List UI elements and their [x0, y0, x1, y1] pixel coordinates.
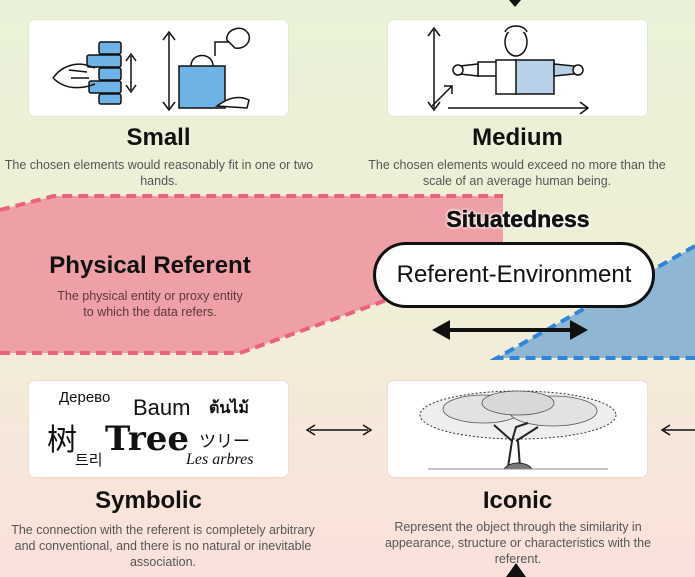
- pink-band: [0, 196, 503, 353]
- medium-description: The chosen elements would exceed no more…: [368, 158, 666, 188]
- referent-environment-label: Referent-Environment: [396, 261, 632, 288]
- pink-band-top-border: [0, 194, 503, 212]
- person-icon: [452, 25, 584, 95]
- word-german: Baum: [133, 395, 191, 420]
- small-image-card: [29, 20, 288, 116]
- small-illustration: [52, 27, 251, 112]
- medium-illustration: [427, 25, 590, 115]
- medium-title: Medium: [472, 124, 563, 151]
- height-arrow-small: [125, 52, 137, 94]
- iconic-title: Iconic: [482, 487, 553, 514]
- word-korean: 트리: [75, 452, 103, 469]
- bottom-arrowhead: [506, 563, 526, 577]
- horizontal-size-arrow: [448, 101, 590, 115]
- situatedness-title: Situatedness: [446, 206, 590, 233]
- word-russian: Дерево: [59, 389, 111, 406]
- vertical-size-arrow: [427, 26, 441, 112]
- symbolic-image-card: Дерево Baum ต้นไม้ 树 Tree ツリー 트리 Les arb…: [29, 381, 288, 477]
- shopping-bag-icon: [178, 27, 251, 109]
- physical-referent-description: The physical entity or proxy entity to w…: [57, 289, 243, 319]
- tree-icon: [419, 390, 617, 470]
- bidirectional-arrow-situatedness: [432, 320, 588, 340]
- symbolic-description: The connection with the referent is comp…: [11, 523, 315, 569]
- small-description: The chosen elements would reasonably fit…: [4, 158, 314, 188]
- height-arrow-large: [162, 30, 176, 112]
- physical-referent-title: Physical Referent: [49, 252, 251, 279]
- medium-image-card: [388, 20, 647, 116]
- pink-band-bottom-border: [0, 256, 504, 355]
- symbolic-title: Symbolic: [95, 487, 202, 514]
- referent-environment-box: Referent-Environment: [373, 242, 655, 308]
- hand-icon: [52, 63, 96, 89]
- bidirectional-arrow-symbolic-iconic: [305, 424, 373, 436]
- iconic-description: Represent the object through the similar…: [384, 520, 652, 566]
- word-french: Les arbres: [186, 451, 254, 468]
- top-arrowhead: [509, 0, 521, 7]
- blue-band-border: [489, 244, 695, 360]
- word-chinese: 树: [47, 424, 77, 457]
- word-japanese: ツリー: [199, 432, 250, 451]
- word-thai: ต้นไม้: [209, 400, 249, 417]
- small-title: Small: [126, 124, 191, 151]
- arrow-right-edge: [660, 424, 695, 436]
- block-stack-icon: [86, 41, 122, 105]
- diagonal-size-arrow: [431, 85, 453, 107]
- tree-illustration: [419, 390, 617, 470]
- iconic-image-card: [388, 381, 647, 477]
- word-english: Tree: [105, 419, 190, 459]
